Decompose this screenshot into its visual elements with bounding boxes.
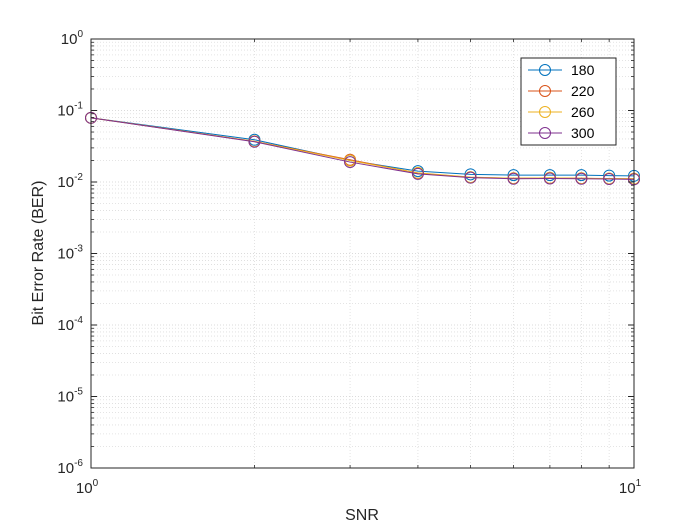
data-point-300	[507, 172, 520, 185]
data-point-180	[543, 169, 556, 182]
y-tick-label: 10-6	[57, 458, 83, 477]
x-tick-label: 101	[619, 478, 642, 497]
legend-marker-300	[539, 127, 551, 139]
y-tick-label: 10-3	[57, 244, 83, 263]
legend: 180 220 260 300	[520, 57, 617, 146]
y-tick-label: 10-5	[57, 387, 83, 406]
y-tick-label: 10-1	[57, 101, 83, 120]
legend-marker-260	[539, 106, 551, 118]
data-point-180	[603, 169, 616, 182]
legend-label-220: 220	[571, 83, 595, 99]
series-line-260	[90, 117, 635, 180]
y-axis-title: Bit Error Rate (BER)	[30, 181, 47, 326]
data-point-300	[575, 172, 588, 185]
data-point-180	[464, 168, 477, 181]
legend-label-180: 180	[571, 62, 595, 78]
ticks	[91, 38, 634, 469]
series-300	[85, 111, 640, 186]
legend-label-260: 260	[571, 104, 595, 120]
data-point-300	[543, 172, 556, 185]
data-point-300	[411, 167, 424, 180]
data-point-300	[248, 135, 261, 148]
data-point-180	[575, 169, 588, 182]
y-tick-label: 10-2	[57, 172, 83, 191]
y-tick-label: 10-4	[57, 315, 83, 334]
data-point-300	[344, 156, 357, 169]
data-point-300	[603, 173, 616, 186]
legend-box	[520, 57, 617, 146]
legend-marker-180	[539, 64, 551, 76]
data-point-180	[507, 169, 520, 182]
legend-marker-220	[539, 85, 551, 97]
x-axis-title: SNR	[345, 507, 379, 524]
x-tick-label: 100	[76, 478, 99, 497]
data-point-300	[464, 171, 477, 184]
legend-label-300: 300	[571, 125, 595, 141]
y-tick-label: 100	[61, 29, 84, 48]
series-line-300	[90, 117, 635, 180]
